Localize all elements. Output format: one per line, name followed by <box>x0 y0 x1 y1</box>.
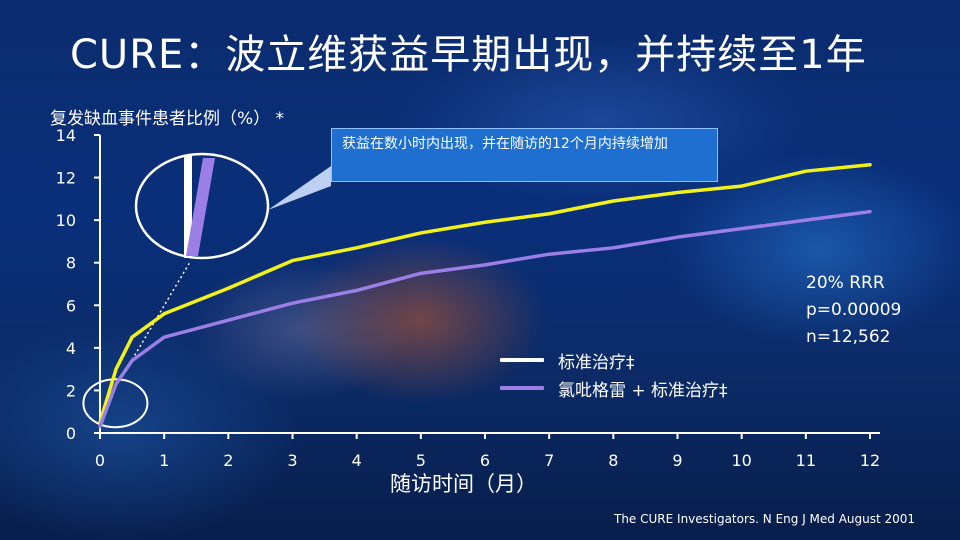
zoom-detail-clopidogrel-bar <box>186 158 215 256</box>
stat-rrr: 20% RRR <box>806 273 885 293</box>
x-axis-label: 随访时间（月） <box>390 472 537 496</box>
chart-lines <box>98 163 872 429</box>
x-tick-label: 1 <box>159 451 169 470</box>
legend-swatch-standard <box>500 358 544 362</box>
y-tick-label: 12 <box>56 169 76 188</box>
x-tick-label: 5 <box>416 451 426 470</box>
callout-box: 获益在数小时内出现，并在随访的12个月内持续增加 <box>331 128 718 182</box>
zoom-detail-standard-bar <box>184 156 192 258</box>
x-tick-label: 12 <box>860 451 880 470</box>
x-tick-label: 2 <box>223 451 233 470</box>
y-tick-label: 6 <box>66 296 76 315</box>
zoom-connector <box>118 261 191 382</box>
citation: The CURE Investigators. N Eng J Med Augu… <box>614 512 916 526</box>
y-tick-label: 0 <box>66 424 76 443</box>
x-tick-label: 3 <box>287 451 297 470</box>
slide-title: CURE：波立维获益早期出现，并持续至1年 <box>70 32 867 78</box>
x-tick-label: 9 <box>672 451 682 470</box>
x-tick-label: 4 <box>352 451 362 470</box>
x-tick-label: 11 <box>796 451 816 470</box>
x-tick-label: 7 <box>544 451 554 470</box>
y-tick-label: 10 <box>56 211 76 230</box>
y-tick-label: 2 <box>66 381 76 400</box>
legend-swatch-clopidogrel <box>500 386 544 390</box>
x-tick-label: 0 <box>95 451 105 470</box>
y-tick-label: 14 <box>56 126 76 145</box>
callout-pointer <box>268 166 331 210</box>
stat-n: n=12,562 <box>806 327 891 347</box>
legend-item-standard: 标准治疗‡ <box>500 346 728 374</box>
y-tick-label: 8 <box>66 254 76 273</box>
series-line-clopidogrel <box>98 209 872 429</box>
legend: 标准治疗‡ 氯吡格雷 + 标准治疗‡ <box>500 346 728 402</box>
stats-block: 20% RRR p=0.00009 n=12,562 <box>806 270 901 351</box>
chart-axes <box>99 135 880 434</box>
stat-p-value: p=0.00009 <box>806 300 902 320</box>
x-tick-label: 10 <box>731 451 751 470</box>
legend-item-clopidogrel: 氯吡格雷 + 标准治疗‡ <box>500 374 728 402</box>
y-tick-label: 4 <box>66 339 76 358</box>
x-tick-label: 8 <box>608 451 618 470</box>
y-axis-label: 复发缺血事件患者比例（%） * <box>50 109 285 129</box>
legend-label-clopidogrel: 氯吡格雷 + 标准治疗‡ <box>558 380 728 401</box>
zoom-inset <box>82 152 331 429</box>
x-tick-label: 6 <box>480 451 490 470</box>
zoom-source-circle <box>82 378 149 429</box>
zoom-detail-circle <box>134 152 270 260</box>
legend-label-standard: 标准治疗‡ <box>558 352 635 373</box>
series-line-standard <box>98 163 872 425</box>
